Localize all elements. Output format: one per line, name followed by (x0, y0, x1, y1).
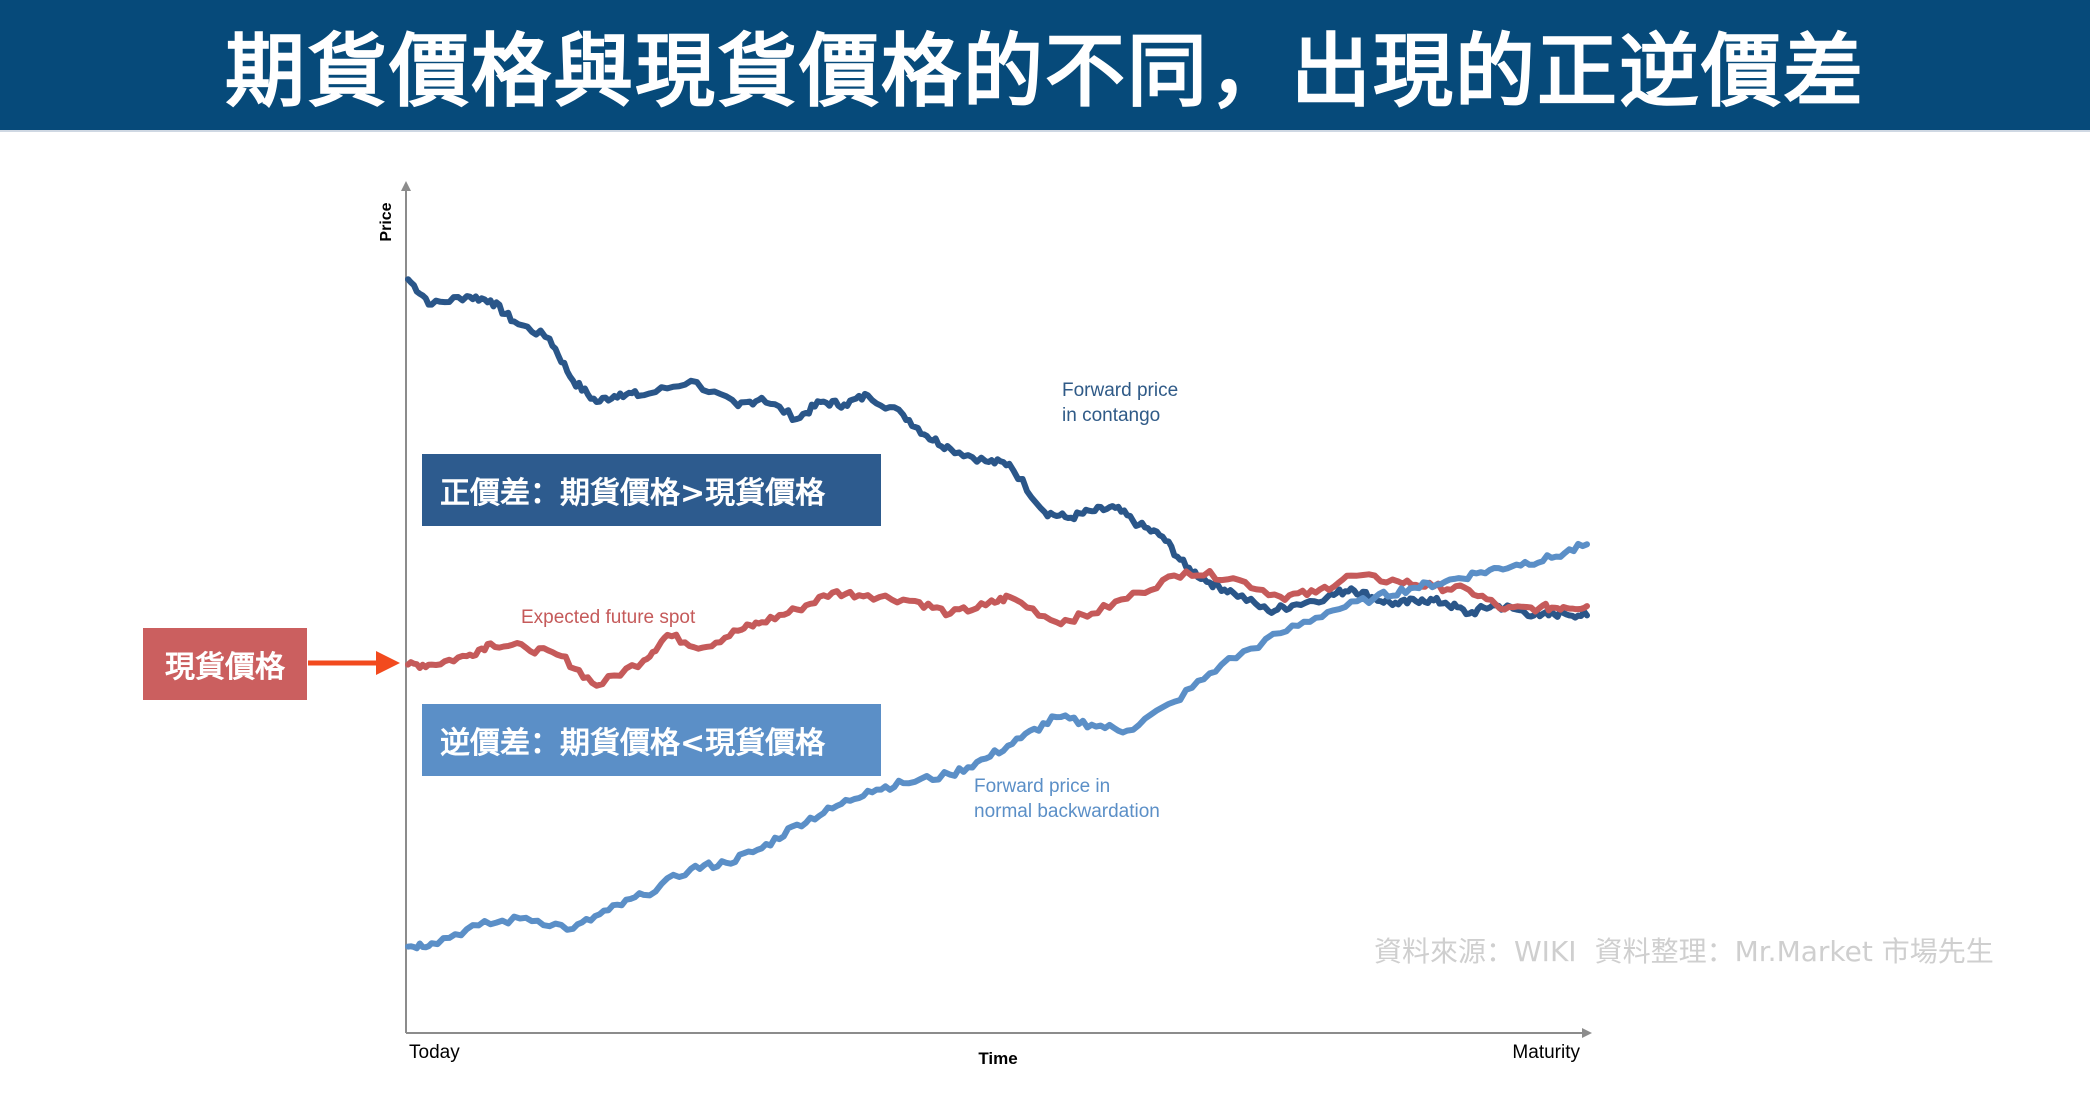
backwardation-box: 逆價差：期貨價格<現貨價格 (422, 704, 881, 776)
contango-series-label: Forward price in contango (1062, 380, 1183, 426)
watermark-author: 資料整理：Mr.Market 市場先生 (1594, 935, 1994, 968)
contango-line (405, 276, 1590, 621)
contango-box: 正價差：期貨價格>現貨價格 (422, 454, 881, 526)
backwardation-series-label: Forward price in normal backwardation (974, 776, 1160, 822)
spot-arrow-head (376, 651, 400, 675)
spot-price-box: 現貨價格 (143, 628, 307, 700)
page-title: 期貨價格與現貨價格的不同，出現的正逆價差 (225, 25, 1865, 118)
x-tick-maturity: Maturity (1512, 1042, 1580, 1063)
y-axis-label: Price (378, 202, 395, 241)
x-tick-today: Today (409, 1042, 460, 1063)
watermark-source: 資料來源：WIKI (1374, 935, 1577, 968)
watermark: 資料來源：WIKI 資料整理：Mr.Market 市場先生 (1374, 928, 2024, 972)
x-axis-label: Time (978, 1049, 1017, 1068)
title-bar: 期貨價格與現貨價格的不同，出現的正逆價差 (0, 0, 2090, 132)
backwardation-line (405, 540, 1590, 952)
spot-series-label: Expected future spot (521, 607, 696, 628)
